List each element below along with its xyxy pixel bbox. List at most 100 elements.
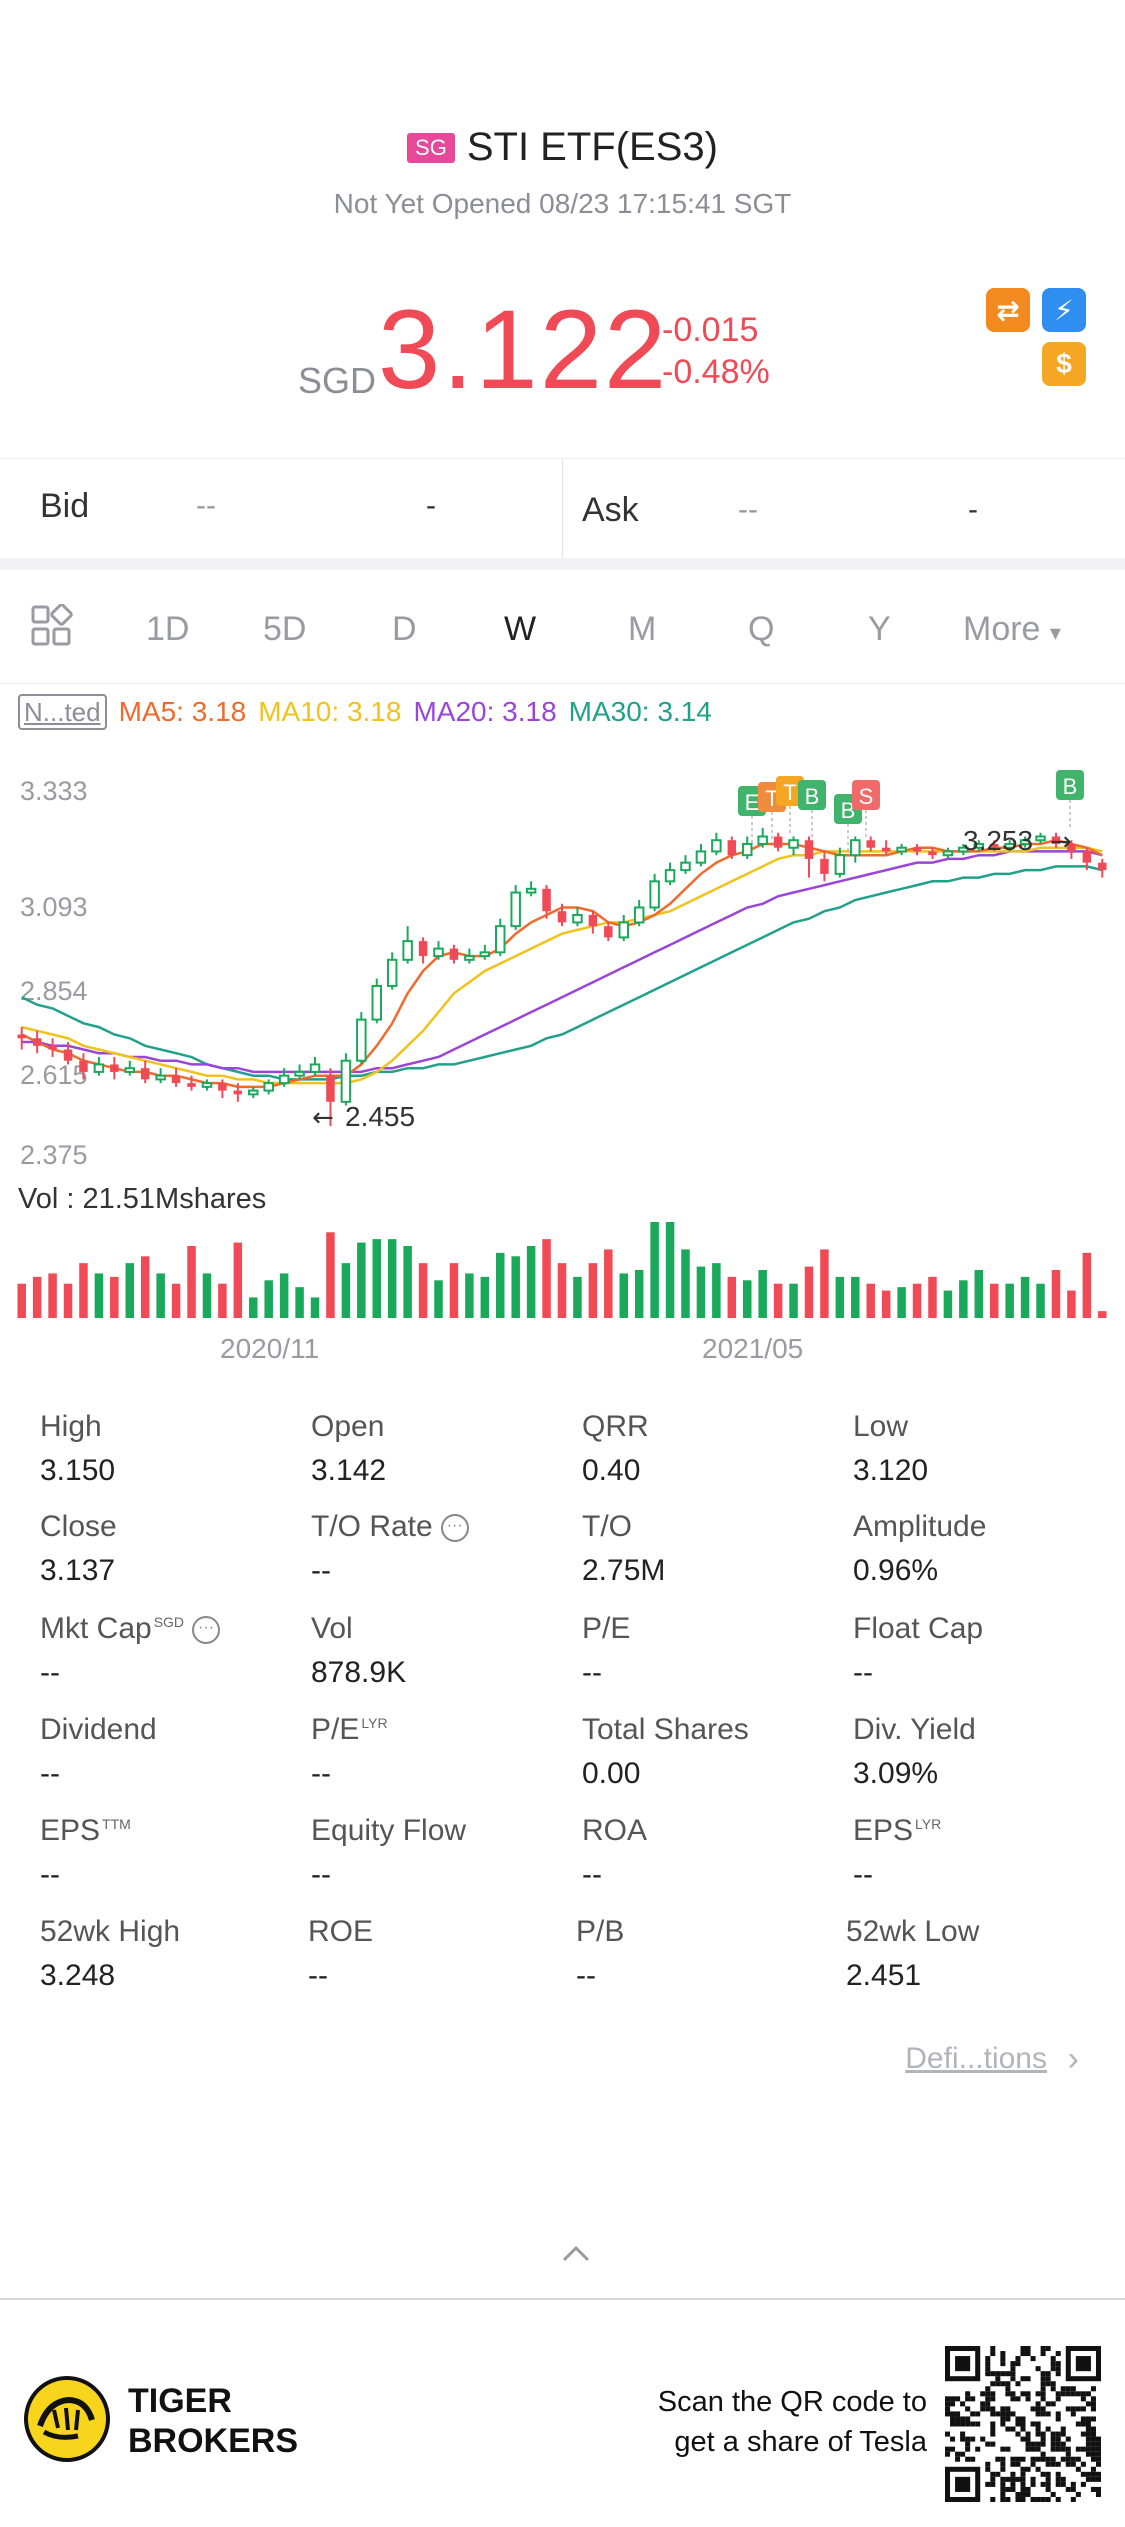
ma20-value: MA20: 3.18: [413, 696, 557, 727]
brand-name-line1: TIGER: [128, 2382, 232, 2420]
candle: [510, 885, 521, 930]
tab-m[interactable]: M: [628, 610, 657, 648]
currency-label: SGD: [298, 360, 377, 401]
stat-label-text: Total Shares: [582, 1713, 749, 1746]
ma20-line: [21, 850, 1103, 1074]
tab-5d[interactable]: 5D: [263, 610, 307, 648]
candle: [326, 1068, 335, 1127]
more-info-icon[interactable]: ···: [440, 1514, 469, 1543]
candle: [464, 948, 475, 964]
stat-label-text: P/E: [582, 1612, 631, 1645]
definitions-link[interactable]: Defi...tions: [905, 2042, 1047, 2075]
chevron-right-icon[interactable]: ›: [1067, 2040, 1079, 2078]
stat-label: Low: [853, 1410, 928, 1444]
stat-label: Open: [311, 1410, 386, 1444]
stat-label-text: Dividend: [40, 1713, 157, 1746]
volume-bar: [434, 1280, 443, 1318]
volume-bar: [326, 1232, 335, 1318]
volume-bar: [665, 1222, 675, 1318]
layout-grid-icon[interactable]: [30, 603, 74, 657]
ask-size: -: [968, 493, 978, 526]
candle: [973, 840, 985, 852]
candle: [294, 1064, 305, 1080]
lightning-icon[interactable]: ⚡: [1042, 288, 1086, 332]
stat-label: Dividend: [40, 1713, 157, 1747]
candle: [633, 900, 645, 927]
trade-markers: E T T BBS B: [738, 770, 1084, 854]
stat-label-text: Low: [853, 1410, 909, 1443]
stat-value: 0.96%: [853, 1554, 939, 1587]
volume-bar: [48, 1273, 57, 1318]
tab-1d[interactable]: 1D: [146, 610, 190, 648]
volume-bar: [511, 1256, 520, 1318]
market-badge: SG: [407, 132, 455, 163]
trade-marker[interactable]: S: [852, 780, 880, 840]
candle: [1067, 840, 1076, 859]
candle: [63, 1042, 73, 1065]
candle: [1019, 836, 1031, 848]
stat-label-text: Div. Yield: [853, 1713, 976, 1746]
chevron-up-icon[interactable]: [560, 2238, 592, 2272]
trade-marker-label: B: [841, 798, 856, 823]
x-axis-label: 2021/05: [702, 1333, 804, 1364]
trade-marker-label: T: [765, 786, 778, 811]
volume-bar: [897, 1287, 906, 1318]
volume-bar: [974, 1270, 984, 1318]
volume-bar: [804, 1266, 814, 1318]
volume-bar: [742, 1280, 752, 1318]
volume-bar: [912, 1283, 922, 1318]
stat-label-text: P/B: [576, 1915, 625, 1948]
tab-w[interactable]: W: [504, 610, 537, 648]
volume-bars: [17, 1222, 1107, 1318]
indicator-chip[interactable]: N...ted: [18, 694, 107, 730]
ma-lines: [21, 838, 1103, 1089]
footer-banner: TIGER BROKERS Scan the QR code to get a …: [0, 2316, 1125, 2527]
tab-more[interactable]: More ▾: [963, 610, 1061, 649]
trade-marker[interactable]: B: [1056, 770, 1084, 830]
trade-marker[interactable]: B: [834, 794, 862, 854]
stat-cell: Div. Yield 3.09%: [853, 1713, 976, 1791]
trade-marker-label: E: [745, 790, 760, 815]
tab-d[interactable]: D: [392, 610, 417, 648]
ma30-line: [21, 865, 1103, 1081]
tabs-underline: [0, 683, 1125, 684]
volume-bar: [820, 1249, 829, 1318]
volume-bar: [619, 1273, 628, 1318]
tab-q[interactable]: Q: [748, 610, 775, 648]
tab-y[interactable]: Y: [868, 610, 891, 648]
candle: [834, 847, 846, 878]
candlestick-chart[interactable]: 3.333 3.093 2.854 2.615 2.375 E T T BBS B 3.…: [0, 740, 1125, 1360]
trade-marker-label: S: [859, 784, 874, 809]
dollar-icon[interactable]: $: [1042, 342, 1086, 386]
candle: [218, 1079, 227, 1099]
stat-cell: Total Shares 0.00: [582, 1713, 749, 1791]
more-info-icon[interactable]: ···: [192, 1616, 221, 1645]
volume-bar: [310, 1297, 320, 1318]
stat-label-text: 52wk High: [40, 1915, 181, 1948]
volume-bar: [279, 1273, 289, 1318]
candle: [340, 1053, 352, 1106]
price-change-percent: -0.48%: [662, 353, 770, 391]
volume-bar: [712, 1263, 721, 1318]
stat-value: 2.451: [846, 1959, 922, 1992]
candle: [773, 832, 783, 852]
trade-marker[interactable]: B: [798, 780, 826, 840]
swap-icon[interactable]: ⇄: [986, 288, 1030, 332]
stat-label: T/O Rate ···: [311, 1510, 469, 1544]
trade-marker[interactable]: T: [776, 776, 804, 836]
stat-value: --: [853, 1656, 873, 1689]
candle: [110, 1056, 119, 1080]
volume-bar: [32, 1276, 42, 1318]
volume-bar: [372, 1239, 382, 1318]
stat-cell: Low 3.120: [853, 1410, 928, 1488]
candle: [757, 827, 768, 848]
bid-ask-divider: [562, 459, 563, 559]
bid-ask-panel: Bid -- - Ask -- -: [0, 458, 1125, 559]
volume-bar: [79, 1263, 88, 1318]
stat-value: --: [40, 1858, 60, 1891]
candle: [248, 1086, 259, 1099]
volume-bar: [1082, 1252, 1092, 1318]
volume-bar: [650, 1222, 659, 1318]
volume-bar: [403, 1246, 412, 1318]
stat-value: --: [311, 1858, 331, 1891]
